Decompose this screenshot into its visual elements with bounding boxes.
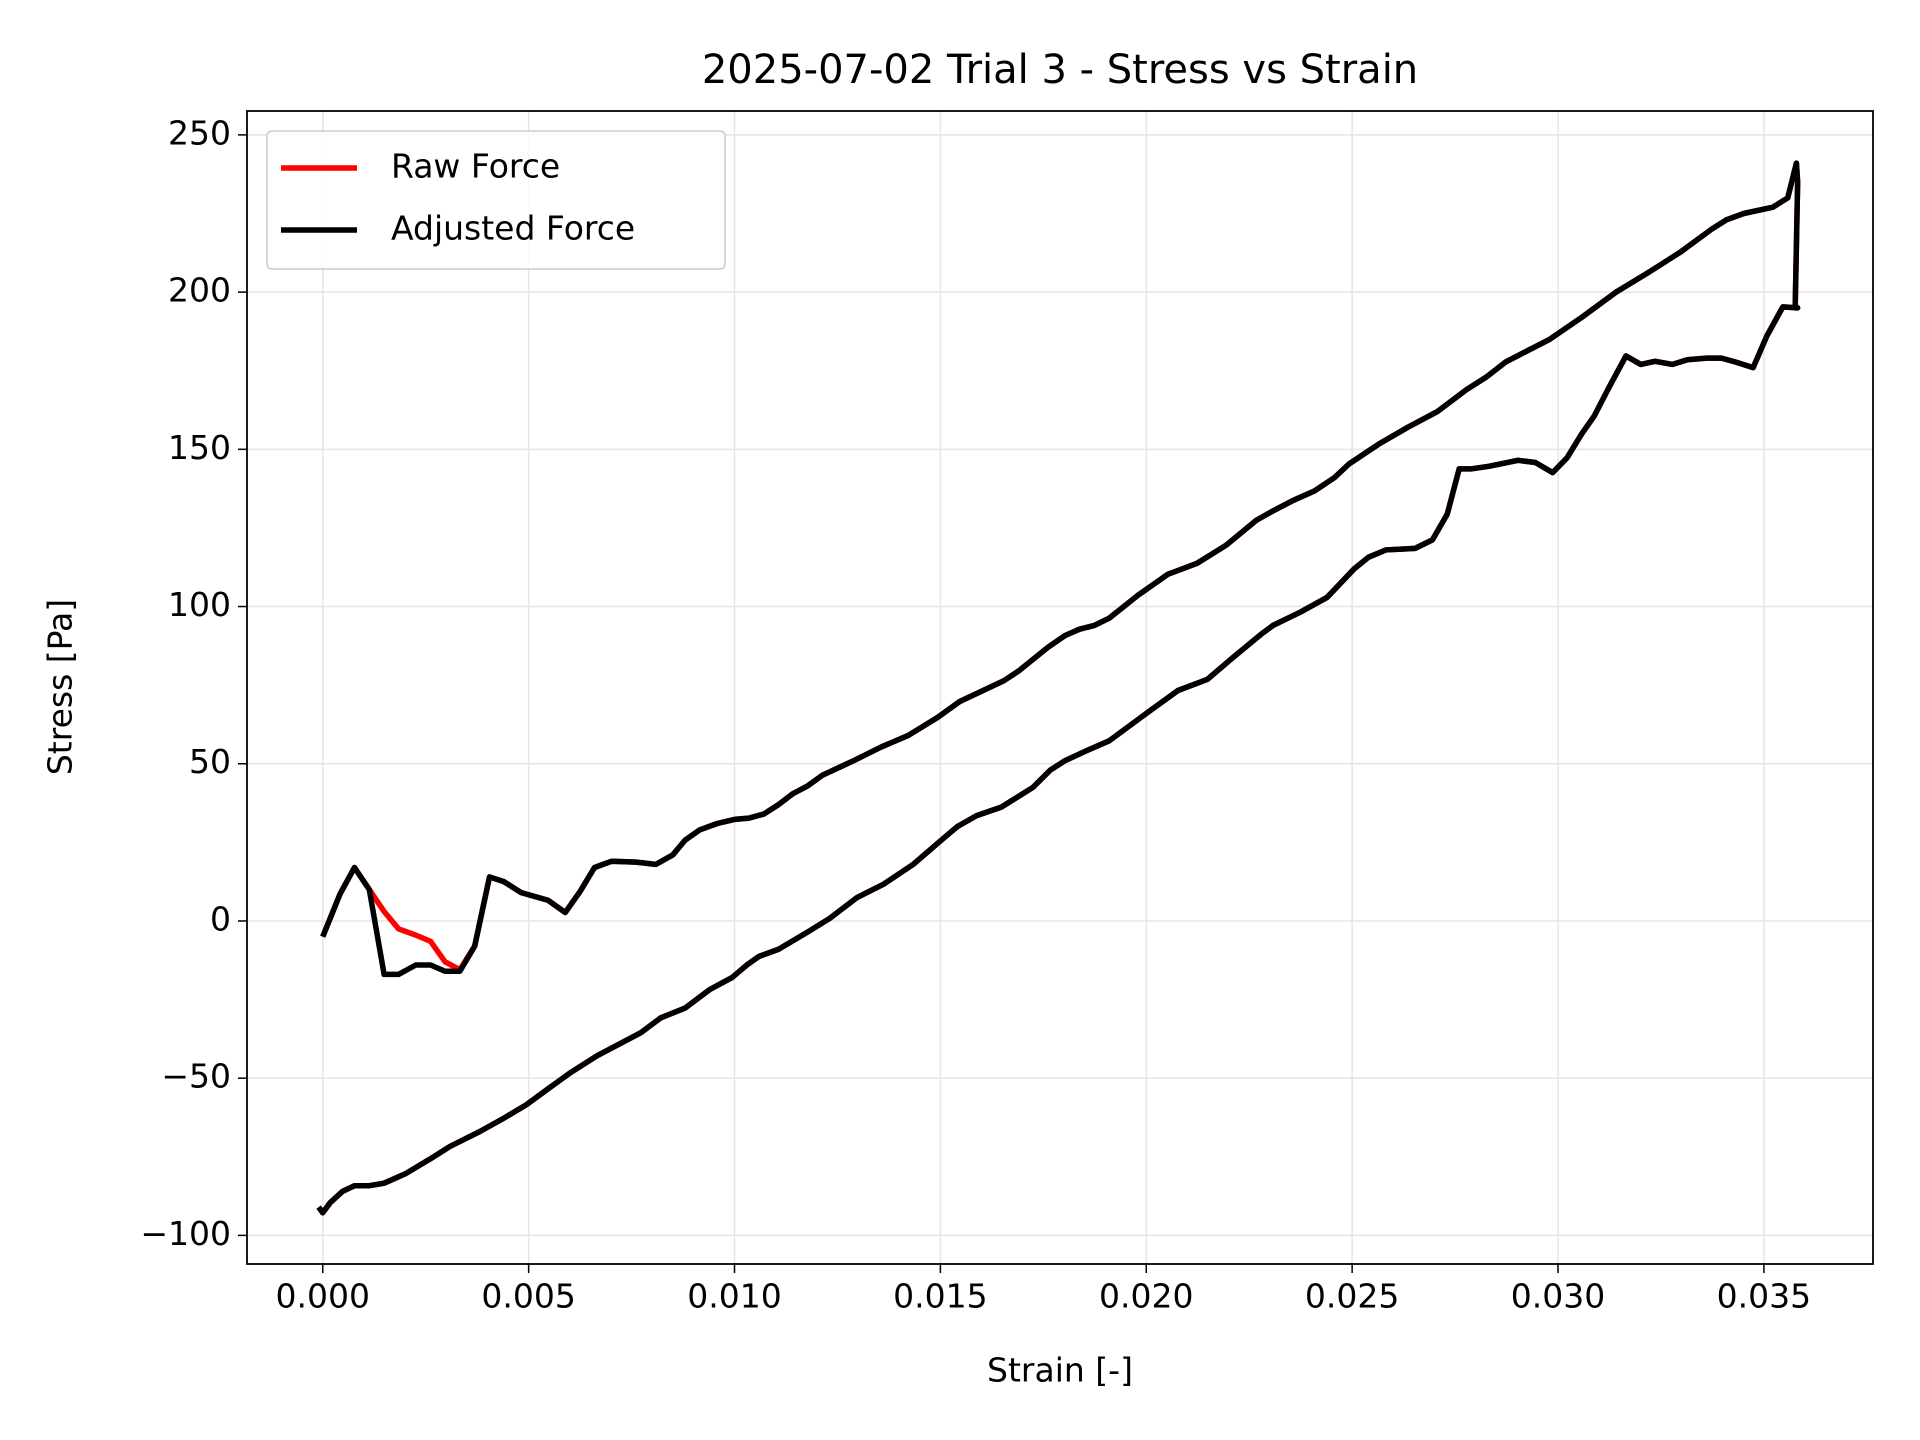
y-tick-label: 100 (168, 585, 231, 624)
y-tick-label: 250 (168, 113, 231, 152)
y-axis-label: Stress [Pa] (41, 599, 80, 775)
chart-title: 2025-07-02 Trial 3 - Stress vs Strain (702, 47, 1418, 93)
plot-frame (246, 110, 1874, 1265)
x-tick-label: 0.005 (481, 1277, 575, 1316)
legend-label: Adjusted Force (391, 209, 635, 248)
y-tick-label: −50 (161, 1057, 231, 1096)
y-tick-label: −100 (140, 1214, 231, 1253)
x-tick-label: 0.030 (1511, 1277, 1605, 1316)
x-tick-label: 0.020 (1099, 1277, 1193, 1316)
x-tick-label: 0.015 (893, 1277, 987, 1316)
legend-label: Raw Force (391, 147, 560, 186)
x-tick-label: 0.025 (1305, 1277, 1399, 1316)
y-tick-label: 50 (189, 742, 231, 781)
y-tick-label: 200 (168, 271, 231, 310)
x-tick-label: 0.000 (276, 1277, 370, 1316)
legend-box (266, 130, 726, 270)
y-tick-label: 0 (210, 899, 231, 938)
series-line (316, 160, 1801, 1216)
x-tick-label: 0.035 (1717, 1277, 1811, 1316)
y-tick-label: 150 (168, 428, 231, 467)
x-axis-label: Strain [-] (987, 1351, 1133, 1390)
x-tick-label: 0.010 (687, 1277, 781, 1316)
